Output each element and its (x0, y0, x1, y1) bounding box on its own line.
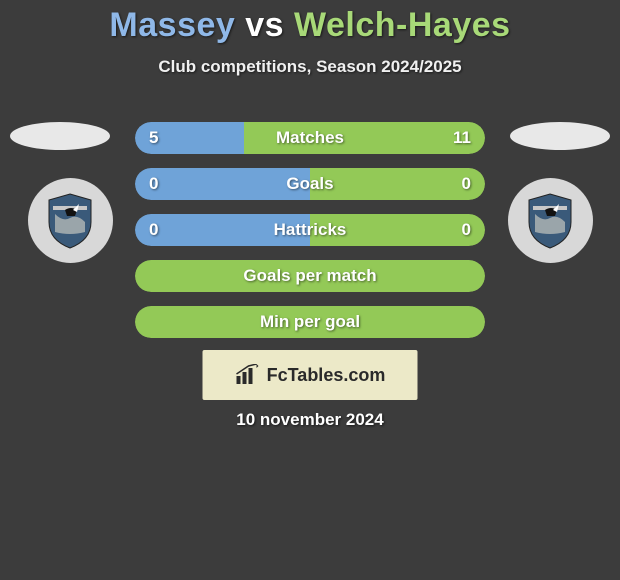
bar-segment-left (135, 168, 310, 200)
bar-value-left: 5 (149, 122, 158, 154)
comparison-bars: Matches511Goals00Hattricks00Goals per ma… (135, 122, 485, 352)
bar-segment-right (310, 214, 485, 246)
bar-segment-left (135, 214, 310, 246)
stat-bar-goals-per-match: Goals per match (135, 260, 485, 292)
logo-text: FcTables.com (267, 365, 386, 386)
stat-bar-goals: Goals00 (135, 168, 485, 200)
shield-icon (525, 192, 575, 250)
subtitle: Club competitions, Season 2024/2025 (0, 57, 620, 77)
page-title: Massey vs Welch-Hayes (0, 0, 620, 45)
shield-icon (45, 192, 95, 250)
bar-segment-full (135, 260, 485, 292)
bar-segment-right (244, 122, 486, 154)
bar-value-right: 0 (462, 168, 471, 200)
bar-segment-full (135, 306, 485, 338)
stat-bar-min-per-goal: Min per goal (135, 306, 485, 338)
bar-value-left: 0 (149, 214, 158, 246)
vs-text: vs (245, 6, 284, 44)
bar-value-right: 11 (453, 122, 471, 154)
bar-value-left: 0 (149, 168, 158, 200)
bar-value-right: 0 (462, 214, 471, 246)
stat-bar-matches: Matches511 (135, 122, 485, 154)
fctables-logo: FcTables.com (203, 350, 418, 400)
chart-icon (235, 364, 261, 386)
player2-name: Welch-Hayes (294, 6, 511, 44)
bar-segment-right (310, 168, 485, 200)
player2-avatar-oval (510, 122, 610, 150)
footer-date: 10 november 2024 (0, 410, 620, 430)
player1-avatar-oval (10, 122, 110, 150)
player2-club-badge (500, 178, 600, 263)
stat-bar-hattricks: Hattricks00 (135, 214, 485, 246)
player1-club-badge (20, 178, 120, 263)
player1-name: Massey (109, 6, 235, 44)
